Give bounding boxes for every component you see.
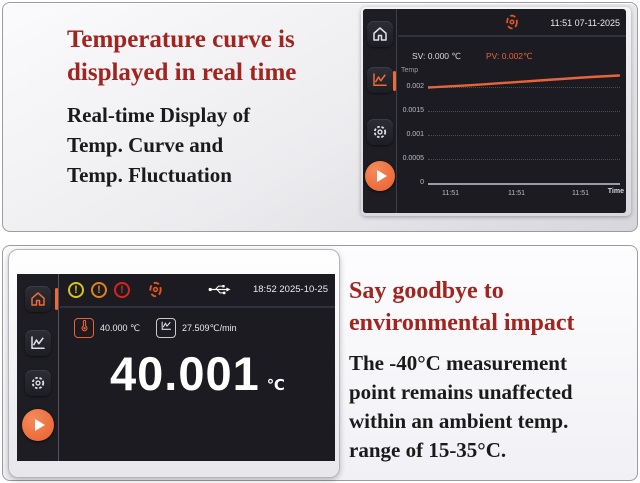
y-tick-label: 0 — [420, 179, 424, 186]
gridline — [428, 111, 620, 112]
gridline — [428, 159, 620, 160]
thermometer-icon — [78, 319, 91, 337]
gridline — [428, 135, 620, 136]
bottom-body-text: The -40°C measurement point remains unaf… — [349, 349, 575, 465]
curve-screen: 11:51 07-11-2025 SV: 0.000 ℃ PV: 0.002℃ … — [363, 9, 626, 213]
bottom-headline-line2: environmental impact — [349, 309, 575, 336]
feature-panel-environment: ! ! ! 18:52 2025-10-25 — [2, 245, 638, 481]
curve-nav-button[interactable] — [25, 330, 51, 356]
top-body-line3: Temp. Fluctuation — [67, 162, 232, 187]
bottom-body-line1: The -40°C measurement — [349, 351, 567, 376]
main-temperature-readout: 40.001 ℃ — [60, 346, 335, 401]
gear-icon — [371, 123, 389, 141]
x-tick-label: 11:51 — [442, 190, 459, 197]
datetime-display: 18:52 2025-10-25 — [252, 284, 328, 295]
bottom-body-line2: point remains unaffected — [349, 380, 573, 405]
active-tab-indicator — [393, 71, 396, 91]
sv-value: SV: 0.000 ℃ — [412, 51, 461, 61]
curve-nav-button-active[interactable] — [367, 67, 393, 93]
play-run-button[interactable] — [365, 161, 395, 191]
x-tick-label: 11:51 — [572, 190, 589, 197]
home-screen-main: ! ! ! 18:52 2025-10-25 — [60, 274, 335, 461]
main-temperature-value: 40.001 — [110, 347, 260, 400]
feature-panel-realtime-curve: Temperature curve is displayed in real t… — [2, 2, 638, 232]
y-tick-label: 0.001 — [406, 131, 424, 138]
bottom-headline: Say goodbye to environmental impact — [349, 276, 575, 339]
y-tick-label: 0.0015 — [402, 107, 424, 114]
rate-chart-icon — [160, 319, 173, 337]
home-nav-button[interactable] — [367, 21, 393, 47]
chart-y-axis-title: Temp — [401, 67, 419, 74]
settings-nav-button[interactable] — [367, 119, 393, 145]
home-screen: ! ! ! 18:52 2025-10-25 — [17, 274, 335, 461]
curve-chart-icon — [29, 334, 47, 352]
home-nav-button-active[interactable] — [25, 286, 51, 312]
statusbar-divider — [60, 306, 335, 308]
curve-screen-sidebar — [363, 9, 397, 213]
play-icon — [34, 419, 45, 431]
pv-value: PV: 0.002℃ — [486, 51, 533, 61]
top-body-line1: Real-time Display of — [67, 103, 251, 127]
home-icon — [29, 290, 47, 308]
top-copy-block: Temperature curve is displayed in real t… — [67, 23, 296, 190]
warning-icon-red: ! — [114, 282, 130, 298]
top-headline: Temperature curve is displayed in real t… — [67, 23, 296, 89]
statusbar-divider — [398, 35, 626, 37]
bottom-copy-block: Say goodbye to environmental impact The … — [349, 276, 575, 465]
device-screenshot-curve-screen: 11:51 07-11-2025 SV: 0.000 ℃ PV: 0.002℃ … — [361, 7, 631, 216]
curve-screen-main: 11:51 07-11-2025 SV: 0.000 ℃ PV: 0.002℃ … — [398, 9, 626, 213]
setpoint-chip — [74, 318, 94, 338]
top-headline-line1: Temperature curve is — [67, 26, 295, 53]
heater-status-icon — [146, 280, 165, 304]
x-tick-label: 11:51 — [508, 190, 525, 197]
bottom-body-line3: within an ambient temp. — [349, 409, 569, 434]
settings-nav-button[interactable] — [25, 370, 51, 396]
main-temperature-unit: ℃ — [266, 377, 285, 394]
y-tick-label: 0.002 — [406, 83, 424, 90]
play-icon — [376, 170, 387, 182]
heater-status-icon — [503, 13, 521, 36]
rate-chip — [156, 318, 176, 338]
warning-icon-orange: ! — [91, 282, 107, 298]
top-body-text: Real-time Display of Temp. Curve and Tem… — [67, 101, 296, 190]
y-tick-label: 0.0005 — [402, 155, 424, 162]
rate-value: 27.509℃/min — [182, 323, 237, 333]
warning-icon-yellow: ! — [68, 282, 84, 298]
datetime-display: 11:51 07-11-2025 — [550, 18, 620, 28]
gridline — [428, 87, 620, 88]
home-icon — [371, 25, 389, 43]
temperature-curve-line — [428, 74, 620, 89]
play-run-button[interactable] — [22, 409, 54, 441]
bottom-body-line4: range of 15-35°C. — [349, 438, 507, 463]
device-screenshot-home-screen: ! ! ! 18:52 2025-10-25 — [8, 249, 340, 478]
curve-chart-icon — [371, 71, 389, 89]
active-tab-indicator — [55, 288, 58, 310]
top-headline-line2: displayed in real time — [67, 59, 297, 86]
x-axis-title: Time — [607, 188, 624, 195]
home-screen-sidebar — [17, 274, 59, 461]
bottom-headline-line1: Say goodbye to — [349, 278, 504, 304]
usb-icon — [208, 283, 232, 301]
setpoint-value: 40.000 ℃ — [100, 323, 141, 333]
gear-icon — [29, 374, 47, 392]
x-axis-line — [428, 183, 620, 185]
top-body-line2: Temp. Curve and — [67, 132, 224, 157]
